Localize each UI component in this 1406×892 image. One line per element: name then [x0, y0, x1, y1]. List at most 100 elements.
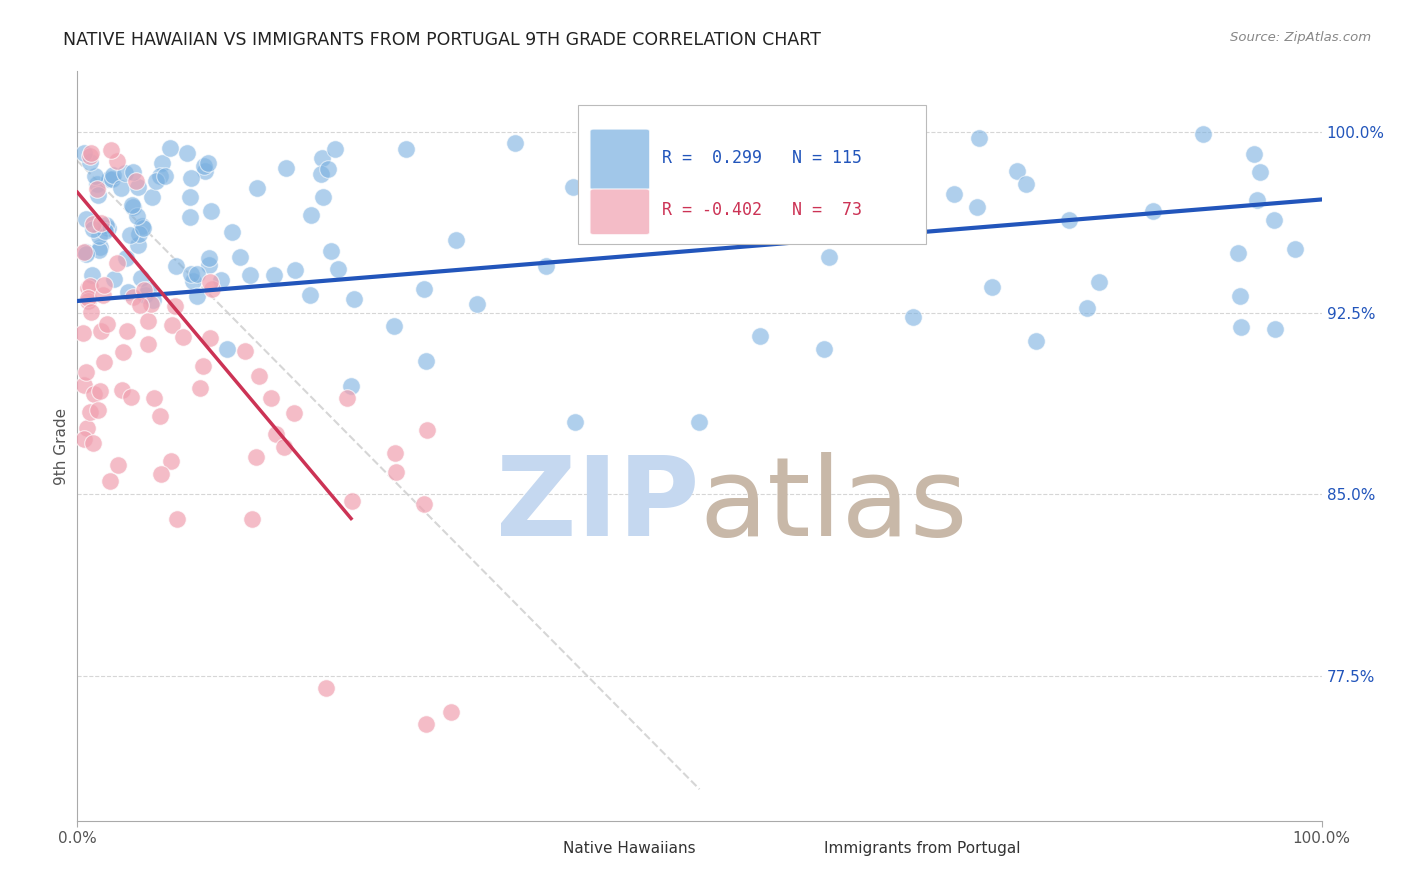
Point — [75, 247, 97, 261]
Point — [75, 365, 97, 379]
Point — [149, 169, 172, 183]
Point — [316, 162, 339, 177]
Point — [648, 212, 671, 227]
Point — [340, 493, 363, 508]
Point — [103, 272, 125, 286]
Point — [82, 221, 104, 235]
Point — [149, 409, 172, 423]
Point — [121, 198, 143, 212]
Point — [186, 288, 208, 302]
Point — [1142, 203, 1164, 218]
Point — [122, 200, 145, 214]
Point — [1088, 276, 1111, 290]
Point — [903, 310, 925, 325]
Text: ZIP: ZIP — [496, 452, 700, 559]
Point — [76, 294, 98, 309]
Point — [263, 268, 285, 282]
Point — [689, 415, 711, 429]
Point — [107, 255, 129, 269]
Point — [165, 299, 187, 313]
Point — [343, 292, 366, 306]
Point — [105, 153, 128, 168]
Y-axis label: 9th Grade: 9th Grade — [53, 408, 69, 484]
Point — [80, 305, 103, 319]
Text: R =  0.299   N = 115: R = 0.299 N = 115 — [662, 149, 862, 167]
Point — [139, 297, 162, 311]
Point — [284, 263, 307, 277]
Point — [1243, 147, 1265, 161]
Point — [412, 497, 434, 511]
Point — [395, 142, 418, 156]
Point — [336, 391, 359, 405]
Point — [90, 324, 112, 338]
FancyBboxPatch shape — [503, 833, 554, 864]
Point — [505, 136, 527, 151]
Point — [79, 404, 101, 418]
Point — [180, 268, 202, 282]
Point — [89, 384, 111, 398]
Point — [72, 326, 94, 340]
Point — [382, 319, 405, 334]
Point — [266, 426, 288, 441]
Point — [136, 313, 159, 327]
Point — [415, 717, 437, 731]
Point — [93, 278, 115, 293]
Point — [150, 156, 173, 170]
Point — [79, 278, 101, 293]
Point — [93, 355, 115, 369]
Point — [209, 273, 232, 287]
Point — [125, 174, 148, 188]
Point — [465, 297, 488, 311]
Point — [1264, 322, 1286, 336]
Point — [748, 329, 770, 343]
Point — [166, 511, 188, 525]
Point — [1192, 128, 1215, 142]
Point — [79, 145, 101, 160]
Point — [129, 298, 152, 312]
Point — [190, 381, 212, 395]
Point — [181, 274, 204, 288]
Point — [186, 268, 208, 282]
Point — [709, 211, 731, 225]
Point — [384, 465, 406, 479]
Point — [80, 268, 103, 282]
Text: NATIVE HAWAIIAN VS IMMIGRANTS FROM PORTUGAL 9TH GRADE CORRELATION CHART: NATIVE HAWAIIAN VS IMMIGRANTS FROM PORTU… — [63, 31, 821, 49]
Point — [1025, 334, 1047, 348]
Point — [756, 135, 779, 149]
Point — [536, 259, 558, 273]
Point — [1227, 245, 1250, 260]
Point — [562, 180, 585, 194]
Point — [165, 259, 187, 273]
Point — [142, 392, 165, 406]
Text: atlas: atlas — [700, 452, 967, 559]
Point — [260, 391, 283, 405]
Point — [1076, 301, 1098, 316]
Point — [1057, 213, 1080, 227]
Point — [96, 317, 118, 331]
Point — [228, 250, 250, 264]
Point — [416, 423, 439, 437]
Point — [966, 200, 988, 214]
Point — [1229, 289, 1251, 303]
Text: Source: ZipAtlas.com: Source: ZipAtlas.com — [1230, 31, 1371, 45]
Point — [413, 282, 436, 296]
Point — [245, 450, 267, 465]
Point — [160, 318, 183, 332]
FancyBboxPatch shape — [765, 833, 815, 864]
Point — [107, 458, 129, 472]
Point — [179, 190, 201, 204]
Point — [315, 681, 337, 695]
FancyBboxPatch shape — [591, 129, 650, 190]
Point — [93, 223, 115, 237]
Point — [100, 144, 122, 158]
Point — [101, 168, 124, 182]
Point — [136, 337, 159, 351]
Point — [240, 511, 263, 525]
Point — [193, 159, 215, 173]
Point — [197, 156, 219, 170]
Point — [197, 251, 219, 265]
Point — [87, 228, 110, 243]
Point — [319, 244, 342, 259]
Point — [132, 221, 155, 235]
Point — [444, 233, 467, 247]
